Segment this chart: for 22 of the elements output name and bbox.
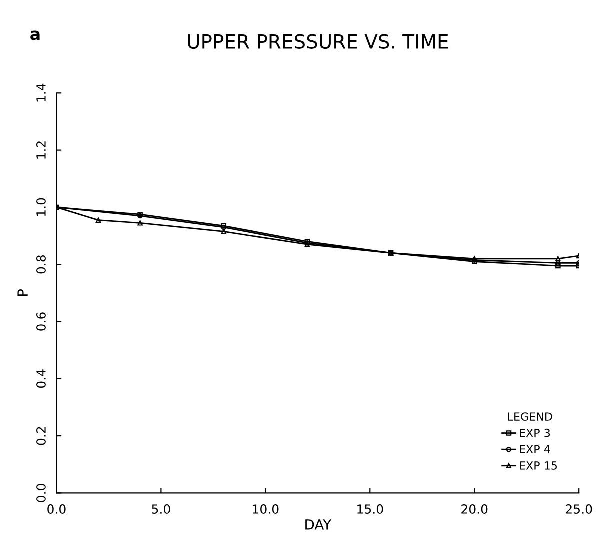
legend-label: EXP 15 [520, 462, 558, 470]
chart-title: UPPER PRESSURE VS. TIME [188, 34, 448, 49]
x-tick-label: 10.0 [253, 504, 279, 514]
x-tick-label: 0.0 [48, 504, 66, 514]
y-tick-label: 0.4 [36, 370, 46, 388]
x-axis-title: DAY [306, 520, 332, 530]
x-tick-label: 15.0 [358, 504, 384, 514]
text: a [30, 30, 40, 40]
x-tick-label: 20.0 [462, 504, 488, 514]
y-tick-label: 0.8 [36, 256, 46, 274]
y-axis-title: P [18, 289, 28, 296]
legend-label: EXP 4 [520, 445, 550, 454]
x-tick-label: 5.0 [152, 504, 170, 514]
x-tick-label: 25.0 [566, 504, 592, 514]
y-tick-label: 1.2 [36, 142, 46, 159]
y-tick-label: 0.2 [36, 427, 46, 446]
y-tick-label: 0.0 [36, 484, 46, 502]
y-tick-label: 0.6 [36, 312, 46, 331]
y-tick-label: 1.4 [36, 84, 46, 102]
legend-label: EXP 3 [520, 428, 550, 438]
legend-title: LEGEND [508, 412, 552, 422]
y-tick-label: 1.0 [36, 198, 46, 216]
